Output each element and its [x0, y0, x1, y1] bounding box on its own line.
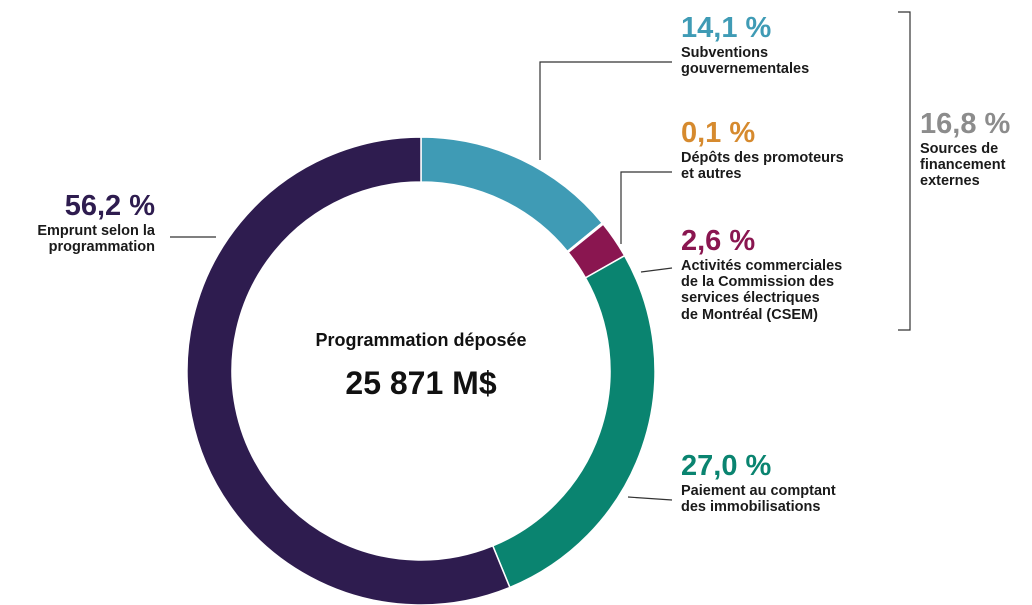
group-name: Sources de financement externes [920, 141, 1006, 190]
segment-label: 27,0 % Paiement au comptant des immobilis… [681, 450, 836, 516]
leader-line [627, 496, 673, 501]
category-label: Paiement au comptant des immobilisations [681, 483, 836, 516]
donut-segment [186, 136, 511, 605]
value-label: 27,0 % [681, 450, 772, 482]
leader-line [640, 267, 673, 273]
value-label: 56,2 % [64, 190, 155, 222]
leader-line [539, 61, 672, 160]
value-label: 14,1 % [681, 12, 772, 44]
category-label: Subventions gouvernementales [681, 45, 810, 78]
segment-label: 0,1 % Dépôts des promoteurs et autres [681, 117, 844, 183]
segment-label: 14,1 % Subventions gouvernementales [681, 12, 810, 78]
category-label: Dépôts des promoteurs et autres [681, 150, 844, 183]
leader-line [620, 171, 672, 244]
segment-label: 2,6 % Activités commerciales de la Commis… [681, 227, 842, 323]
value-label: 2,6 % [681, 225, 756, 257]
group-value: 16,8 % [920, 108, 1011, 140]
group-label: 16,8 % Sources de financement externes [920, 110, 1010, 190]
category-label: Activités commerciales de la Commission … [681, 258, 843, 323]
value-label: 0,1 % [681, 117, 756, 149]
category-label: Emprunt selon la programmation [37, 223, 155, 256]
donut-segment [420, 136, 604, 253]
center-value: 25 871 M$ [345, 365, 497, 401]
segment-label: 56,2 % Emprunt selon la programmation [37, 190, 155, 256]
donut-segment [491, 254, 656, 589]
center-title: Programmation déposée [315, 330, 527, 350]
group-bracket [898, 11, 911, 331]
